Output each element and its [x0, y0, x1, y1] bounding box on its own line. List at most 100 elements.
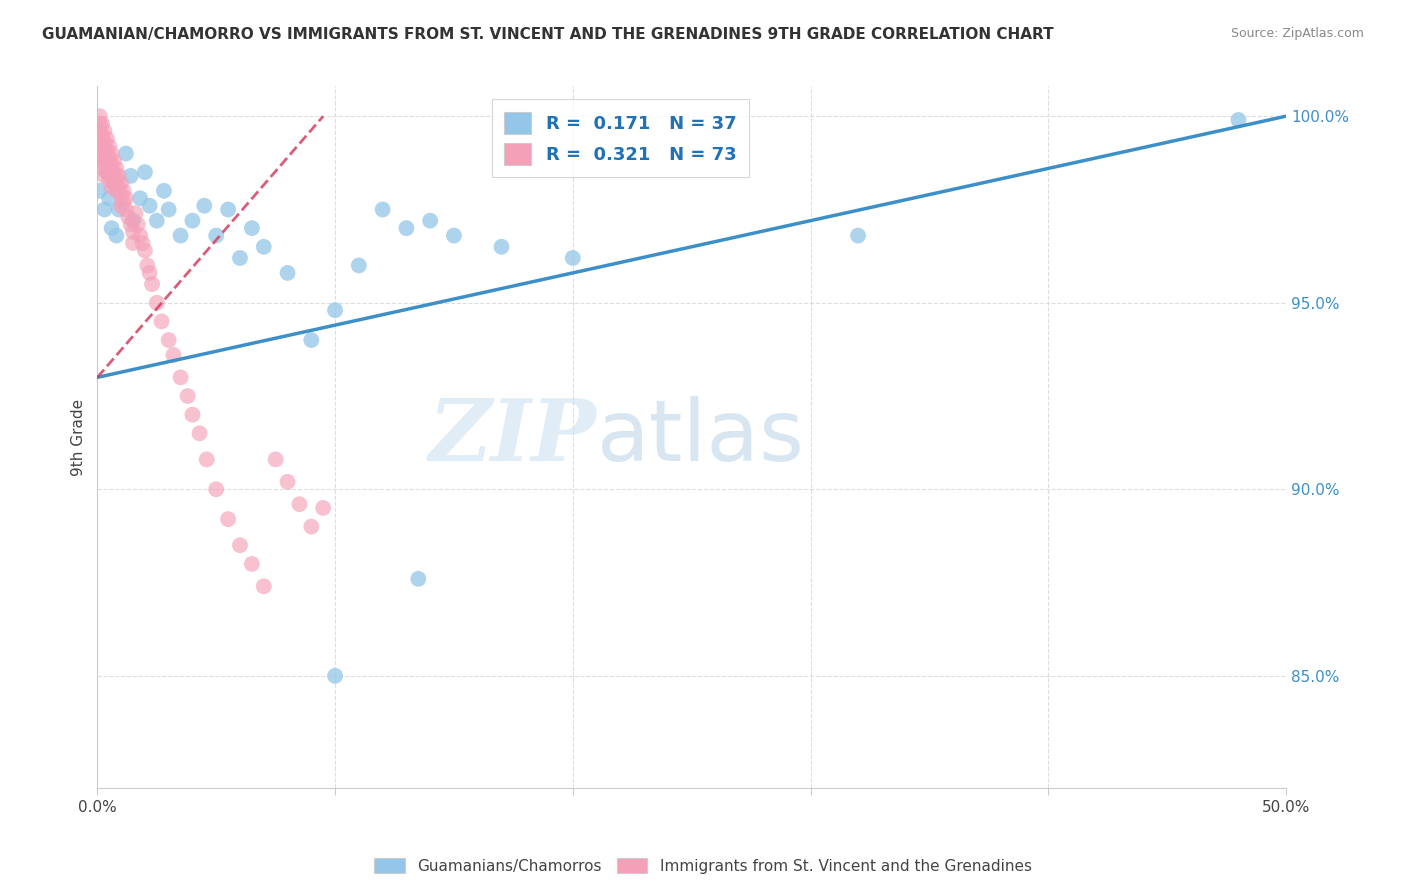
Point	[100, 221, 122, 235]
Point	[205, 228, 228, 243]
Point	[105, 161, 128, 176]
Point	[419, 213, 441, 227]
Point	[193, 199, 215, 213]
Point	[103, 177, 125, 191]
Point	[89, 146, 111, 161]
Point	[217, 202, 239, 217]
Point	[103, 153, 125, 168]
Point	[120, 169, 142, 183]
Point	[127, 218, 149, 232]
Point	[169, 370, 191, 384]
Point	[115, 146, 138, 161]
Point	[253, 579, 276, 593]
Point	[103, 165, 125, 179]
Point	[112, 194, 135, 209]
Point	[181, 213, 204, 227]
Point	[89, 109, 111, 123]
Point	[561, 251, 583, 265]
Point	[229, 251, 252, 265]
Point	[112, 184, 135, 198]
Point	[115, 202, 138, 217]
Point	[146, 213, 169, 227]
Point	[96, 165, 118, 179]
Point	[107, 202, 129, 217]
Point	[312, 500, 335, 515]
Point	[100, 146, 122, 161]
Point	[146, 295, 169, 310]
Text: GUAMANIAN/CHAMORRO VS IMMIGRANTS FROM ST. VINCENT AND THE GRENADINES 9TH GRADE C: GUAMANIAN/CHAMORRO VS IMMIGRANTS FROM ST…	[42, 27, 1054, 42]
Point	[93, 202, 115, 217]
Point	[122, 235, 145, 250]
Point	[100, 169, 122, 183]
Point	[277, 475, 299, 489]
Text: ZIP: ZIP	[429, 395, 596, 479]
Point	[91, 128, 114, 142]
Point	[122, 225, 145, 239]
Point	[93, 136, 115, 150]
Point	[253, 240, 276, 254]
Point	[264, 452, 287, 467]
Point	[120, 218, 142, 232]
Point	[98, 150, 121, 164]
Point	[229, 538, 252, 552]
Point	[117, 210, 139, 224]
Point	[138, 199, 160, 213]
Point	[98, 139, 121, 153]
Legend: Guamanians/Chamorros, Immigrants from St. Vincent and the Grenadines: Guamanians/Chamorros, Immigrants from St…	[368, 852, 1038, 880]
Point	[105, 184, 128, 198]
Point	[299, 519, 322, 533]
Point	[240, 557, 263, 571]
Point	[115, 191, 138, 205]
Point	[134, 165, 156, 179]
Point	[157, 333, 180, 347]
Point	[277, 266, 299, 280]
Point	[89, 117, 111, 131]
Point	[105, 228, 128, 243]
Point	[98, 191, 121, 205]
Text: Source: ZipAtlas.com: Source: ZipAtlas.com	[1230, 27, 1364, 40]
Point	[96, 153, 118, 168]
Point	[89, 136, 111, 150]
Point	[491, 240, 513, 254]
Point	[371, 202, 394, 217]
Point	[91, 139, 114, 153]
Point	[107, 180, 129, 194]
Point	[443, 228, 465, 243]
Point	[122, 213, 145, 227]
Point	[110, 199, 132, 213]
Point	[205, 483, 228, 497]
Point	[93, 124, 115, 138]
Point	[93, 158, 115, 172]
Point	[162, 348, 184, 362]
Point	[323, 303, 346, 318]
Point	[129, 191, 152, 205]
Point	[100, 158, 122, 172]
Point	[136, 259, 159, 273]
Point	[181, 408, 204, 422]
Point	[323, 669, 346, 683]
Point	[89, 184, 111, 198]
Point	[103, 177, 125, 191]
Point	[1227, 112, 1250, 127]
Point	[138, 266, 160, 280]
Point	[150, 314, 173, 328]
Point	[240, 221, 263, 235]
Point	[169, 228, 191, 243]
Point	[141, 277, 163, 291]
Point	[846, 228, 869, 243]
Point	[217, 512, 239, 526]
Point	[93, 146, 115, 161]
Point	[96, 165, 118, 179]
Point	[406, 572, 429, 586]
Point	[91, 117, 114, 131]
Point	[134, 244, 156, 258]
Point	[98, 172, 121, 186]
Point	[299, 333, 322, 347]
Point	[157, 202, 180, 217]
Point	[131, 235, 153, 250]
Point	[288, 497, 311, 511]
Point	[98, 161, 121, 176]
Point	[96, 131, 118, 145]
Y-axis label: 9th Grade: 9th Grade	[72, 399, 86, 475]
Legend: R =  0.171   N = 37, R =  0.321   N = 73: R = 0.171 N = 37, R = 0.321 N = 73	[492, 99, 749, 178]
